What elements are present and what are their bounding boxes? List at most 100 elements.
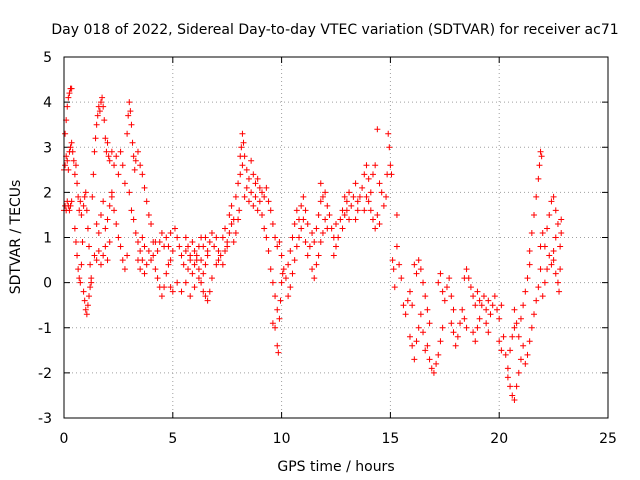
data-point	[346, 189, 353, 196]
data-point	[533, 297, 540, 304]
data-point	[226, 229, 233, 236]
data-point	[524, 275, 531, 282]
data-point	[546, 211, 553, 218]
data-point	[163, 270, 170, 277]
data-point	[459, 306, 466, 313]
data-point	[524, 351, 531, 358]
data-point	[439, 324, 446, 331]
data-point	[386, 144, 393, 151]
data-point	[185, 243, 192, 250]
data-point	[80, 202, 87, 209]
data-point	[511, 396, 518, 403]
data-point	[509, 392, 516, 399]
data-point	[535, 284, 542, 291]
data-point	[435, 279, 442, 286]
data-point	[439, 288, 446, 295]
data-point	[383, 193, 390, 200]
data-point	[548, 198, 555, 205]
data-point	[378, 189, 385, 196]
data-point	[309, 266, 316, 273]
data-point	[71, 225, 78, 232]
data-point	[367, 189, 374, 196]
data-point	[293, 207, 300, 214]
data-point	[365, 198, 372, 205]
x-tick-label: 20	[490, 431, 508, 447]
data-point	[126, 99, 133, 106]
data-point	[390, 266, 397, 273]
data-point	[117, 148, 124, 155]
data-point	[535, 175, 542, 182]
data-point	[141, 243, 148, 250]
data-point	[165, 243, 172, 250]
data-point	[520, 342, 527, 349]
data-point	[200, 288, 207, 295]
data-point	[62, 162, 69, 169]
data-point	[154, 248, 161, 255]
data-point	[200, 243, 207, 250]
data-point	[124, 130, 131, 137]
data-point	[145, 211, 152, 218]
data-point	[143, 261, 150, 268]
data-point	[533, 193, 540, 200]
data-point	[526, 261, 533, 268]
data-point	[254, 175, 261, 182]
data-point	[276, 239, 283, 246]
x-axis-label: GPS time / hours	[277, 459, 394, 475]
data-point	[108, 189, 115, 196]
data-point	[298, 225, 305, 232]
data-point	[296, 216, 303, 223]
data-point	[245, 198, 252, 205]
data-point	[137, 266, 144, 273]
data-point	[507, 347, 514, 354]
data-point	[335, 234, 342, 241]
data-point	[104, 257, 111, 264]
data-point	[517, 356, 524, 363]
data-point	[380, 202, 387, 209]
data-point	[115, 234, 122, 241]
data-point	[265, 198, 272, 205]
data-point	[167, 257, 174, 264]
data-point	[404, 297, 411, 304]
data-point	[554, 220, 561, 227]
data-point	[415, 324, 422, 331]
data-point	[70, 157, 77, 164]
y-tick-labels: -3 -2 -1 0 1 2 3 4 5	[38, 50, 52, 427]
data-point	[324, 202, 331, 209]
data-point	[64, 103, 71, 110]
data-point	[100, 252, 107, 259]
data-point	[346, 216, 353, 223]
data-point	[90, 171, 97, 178]
x-tick-label: 0	[60, 431, 69, 447]
data-point	[361, 171, 368, 178]
data-point	[178, 252, 185, 259]
data-point	[311, 275, 318, 282]
data-point	[415, 257, 422, 264]
data-point	[363, 193, 370, 200]
data-point	[478, 302, 485, 309]
data-point	[409, 302, 416, 309]
data-point	[65, 166, 72, 173]
data-point	[163, 234, 170, 241]
data-point	[280, 266, 287, 273]
data-point	[87, 284, 94, 291]
data-point	[430, 369, 437, 376]
data-point	[81, 193, 88, 200]
data-point	[343, 198, 350, 205]
data-point	[474, 288, 481, 295]
data-point	[385, 130, 392, 137]
data-point	[83, 207, 90, 214]
data-point	[526, 338, 533, 345]
data-point	[496, 338, 503, 345]
data-point	[313, 261, 320, 268]
data-point	[104, 139, 111, 146]
data-point	[129, 139, 136, 146]
data-point	[369, 171, 376, 178]
data-point	[552, 270, 559, 277]
data-point	[259, 211, 266, 218]
data-point	[97, 99, 104, 106]
data-point	[300, 193, 307, 200]
data-point	[531, 311, 538, 318]
data-point	[222, 225, 229, 232]
data-point	[285, 293, 292, 300]
